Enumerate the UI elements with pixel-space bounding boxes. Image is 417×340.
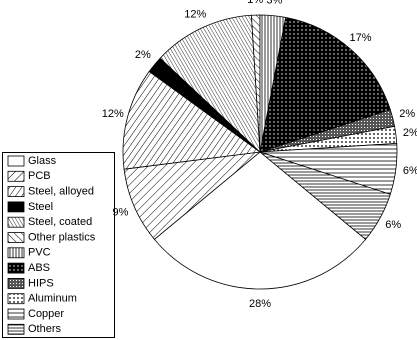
- legend-swatch: [7, 308, 25, 320]
- legend-swatch: [7, 201, 25, 213]
- legend-swatch: [7, 155, 25, 167]
- pie-slice: [122, 70, 262, 170]
- legend-label: Copper: [28, 308, 64, 320]
- legend-label: Others: [28, 323, 62, 335]
- pie-slice: [159, 14, 261, 153]
- legend-label: Steel, coated: [28, 216, 92, 228]
- data-label: 6%: [385, 219, 401, 231]
- data-label: 2%: [399, 108, 415, 120]
- pie-slice: [259, 151, 391, 240]
- legend-label: Steel, alloyed: [28, 186, 94, 198]
- data-label: 28%: [249, 298, 271, 310]
- data-label: 2%: [403, 127, 417, 139]
- legend-label: PCB: [28, 170, 51, 182]
- legend-swatch: [7, 170, 25, 182]
- data-label: 12%: [184, 8, 206, 20]
- legend-label: Other plastics: [28, 231, 96, 243]
- legend-swatch: [7, 262, 25, 274]
- legend-label: PVC: [28, 247, 51, 259]
- legend-swatch: [7, 216, 25, 228]
- legend-label: ABS: [28, 262, 50, 274]
- legend-swatch: [7, 293, 25, 305]
- legend-swatch: [7, 186, 25, 198]
- legend-box: [2, 152, 115, 338]
- data-label: 12%: [102, 108, 124, 120]
- legend-swatch: [7, 247, 25, 259]
- data-label: 17%: [350, 32, 372, 44]
- data-label: 1%: [247, 0, 263, 6]
- legend-label: Steel: [28, 201, 53, 213]
- legend-label: Aluminum: [28, 293, 77, 305]
- data-label: 3%: [266, 0, 282, 7]
- pie-slice: [153, 151, 367, 290]
- legend-swatch: [7, 277, 25, 289]
- data-label: 2%: [135, 49, 151, 61]
- legend-label: Glass: [28, 155, 57, 167]
- legend-label: HIPS: [28, 277, 54, 289]
- data-label: 6%: [403, 165, 417, 177]
- data-label: 9%: [113, 206, 129, 218]
- legend-swatch: [7, 232, 25, 243]
- pie-slice: [259, 16, 391, 153]
- legend-swatch: [7, 323, 25, 335]
